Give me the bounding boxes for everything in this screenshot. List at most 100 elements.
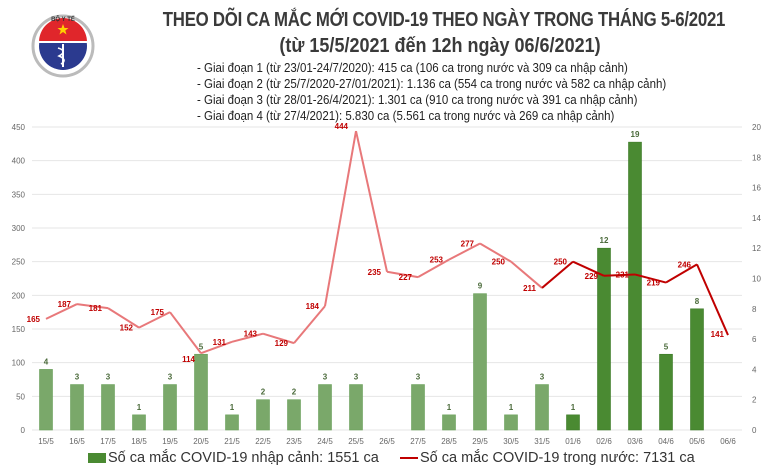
phase-notes: - Giai đoạn 1 (từ 23/01-24/7/2020): 415 … <box>197 60 666 124</box>
line-label: 250 <box>554 258 568 267</box>
bar-imported <box>411 384 425 431</box>
line-label: 277 <box>461 239 475 248</box>
bar-imported <box>535 384 549 431</box>
bar-label: 3 <box>416 373 421 382</box>
x-axis-tick: 29/5 <box>472 437 488 446</box>
bar-label: 1 <box>509 403 514 412</box>
x-axis-tick: 16/5 <box>69 437 85 446</box>
bar-label: 5 <box>664 342 669 351</box>
right-axis-tick: 14 <box>752 214 761 223</box>
chart-title: THEO DÕI CA MẮC MỚI COVID-19 THEO NGÀY T… <box>162 9 726 31</box>
bar-label: 3 <box>540 373 545 382</box>
right-axis-tick: 18 <box>752 153 761 162</box>
bar-label: 3 <box>354 373 359 382</box>
logo-top-text: BỘ Y TẾ <box>51 15 75 23</box>
line-segment-domestic <box>262 332 295 345</box>
line-segment-domestic <box>107 307 140 329</box>
bar-label: 1 <box>230 403 235 412</box>
line-label: 114 <box>182 355 195 364</box>
bar-label: 19 <box>631 130 640 139</box>
line-segment-domestic <box>200 340 233 355</box>
bar-imported <box>504 414 518 431</box>
line-segment-domestic <box>634 273 667 284</box>
right-axis-tick: 16 <box>752 184 761 193</box>
bar-imported <box>101 384 115 431</box>
right-axis-tick: 0 <box>752 426 757 435</box>
bar-label: 3 <box>168 373 173 382</box>
x-axis-tick: 23/5 <box>286 437 302 446</box>
x-axis-tick: 24/5 <box>317 437 333 446</box>
phase-note: - Giai đoạn 4 (từ 27/4/2021): 5.830 ca (… <box>197 109 615 123</box>
line-segment-domestic <box>479 242 512 263</box>
line-label: 187 <box>58 300 72 309</box>
ministry-of-health-logo: BỘ Y TẾ <box>30 12 96 78</box>
x-axis-tick: 30/5 <box>503 437 519 446</box>
line-segment-domestic <box>169 311 202 354</box>
phase-note: - Giai đoạn 1 (từ 23/01-24/7/2020): 415 … <box>197 61 628 75</box>
line-label: 253 <box>430 256 444 265</box>
line-segment-domestic <box>293 305 326 344</box>
x-axis-tick: 21/5 <box>224 437 240 446</box>
phase-note: - Giai đoạn 3 (từ 28/01-26/4/2021): 1.30… <box>197 93 638 107</box>
x-axis-tick: 01/6 <box>565 437 581 446</box>
x-axis-tick: 19/5 <box>162 437 178 446</box>
phase-note: - Giai đoạn 2 (từ 25/7/2020-27/01/2021):… <box>197 77 667 91</box>
bar-imported <box>442 414 456 431</box>
x-axis-tick: 20/5 <box>193 437 209 446</box>
line-label: 246 <box>678 260 692 269</box>
line-label: 235 <box>368 268 382 277</box>
bar-imported <box>132 414 146 431</box>
line-label: 131 <box>213 338 227 347</box>
line-label: 141 <box>711 330 725 339</box>
line-segment-domestic <box>541 260 574 289</box>
legend-line-swatch <box>400 457 418 459</box>
bar-imported <box>163 384 177 431</box>
right-axis-tick: 20 <box>752 123 761 132</box>
left-axis-tick: 300 <box>12 224 26 233</box>
bar-label: 1 <box>447 403 452 412</box>
x-axis-tick: 18/5 <box>131 437 147 446</box>
line-segment-domestic <box>45 303 78 320</box>
line-label: 165 <box>27 315 41 324</box>
line-segment-domestic <box>510 260 543 289</box>
line-segment-domestic <box>572 260 605 277</box>
chart-subtitle: (từ 15/5/2021 đến 12h ngày 06/6/2021) <box>279 35 601 57</box>
bar-imported <box>287 399 301 431</box>
line-label: 175 <box>151 308 165 317</box>
x-axis-tick: 06/6 <box>720 437 736 446</box>
bar-label: 3 <box>323 373 328 382</box>
bar-imported <box>690 308 704 431</box>
x-axis-tick: 22/5 <box>255 437 271 446</box>
bar-label: 2 <box>261 388 266 397</box>
bar-label: 9 <box>478 282 483 291</box>
x-axis-tick: 03/6 <box>627 437 643 446</box>
line-label: 211 <box>523 284 536 293</box>
right-axis-tick: 12 <box>752 244 761 253</box>
line-label: 250 <box>492 258 506 267</box>
line-segment-domestic <box>355 130 388 272</box>
left-axis-tick: 350 <box>12 190 26 199</box>
bar-imported <box>349 384 363 431</box>
line-segment-domestic <box>417 258 450 279</box>
legend-label: Số ca mắc COVID-19 trong nước: 7131 ca <box>420 450 695 466</box>
line-label: 143 <box>244 330 258 339</box>
line-segment-domestic <box>76 303 109 310</box>
bar-imported <box>597 247 611 431</box>
x-axis-tick: 26/5 <box>379 437 395 446</box>
x-axis-tick: 17/5 <box>100 437 116 446</box>
bar-imported <box>566 414 580 431</box>
bar-label: 12 <box>600 236 609 245</box>
x-axis-tick: 02/6 <box>596 437 612 446</box>
line-segment-domestic <box>665 263 698 284</box>
legend-item-domestic: Số ca mắc COVID-19 trong nước: 7131 ca <box>400 450 695 466</box>
right-axis-tick: 4 <box>752 365 757 374</box>
bar-imported <box>225 414 239 431</box>
left-axis-tick: 0 <box>21 426 26 435</box>
bar-label: 1 <box>137 403 142 412</box>
line-segment-domestic <box>448 242 481 261</box>
right-axis-tick: 10 <box>752 275 761 284</box>
line-label: 227 <box>399 273 413 282</box>
line-label: 231 <box>616 270 630 279</box>
bar-imported <box>318 384 332 431</box>
line-segment-domestic <box>696 263 729 336</box>
